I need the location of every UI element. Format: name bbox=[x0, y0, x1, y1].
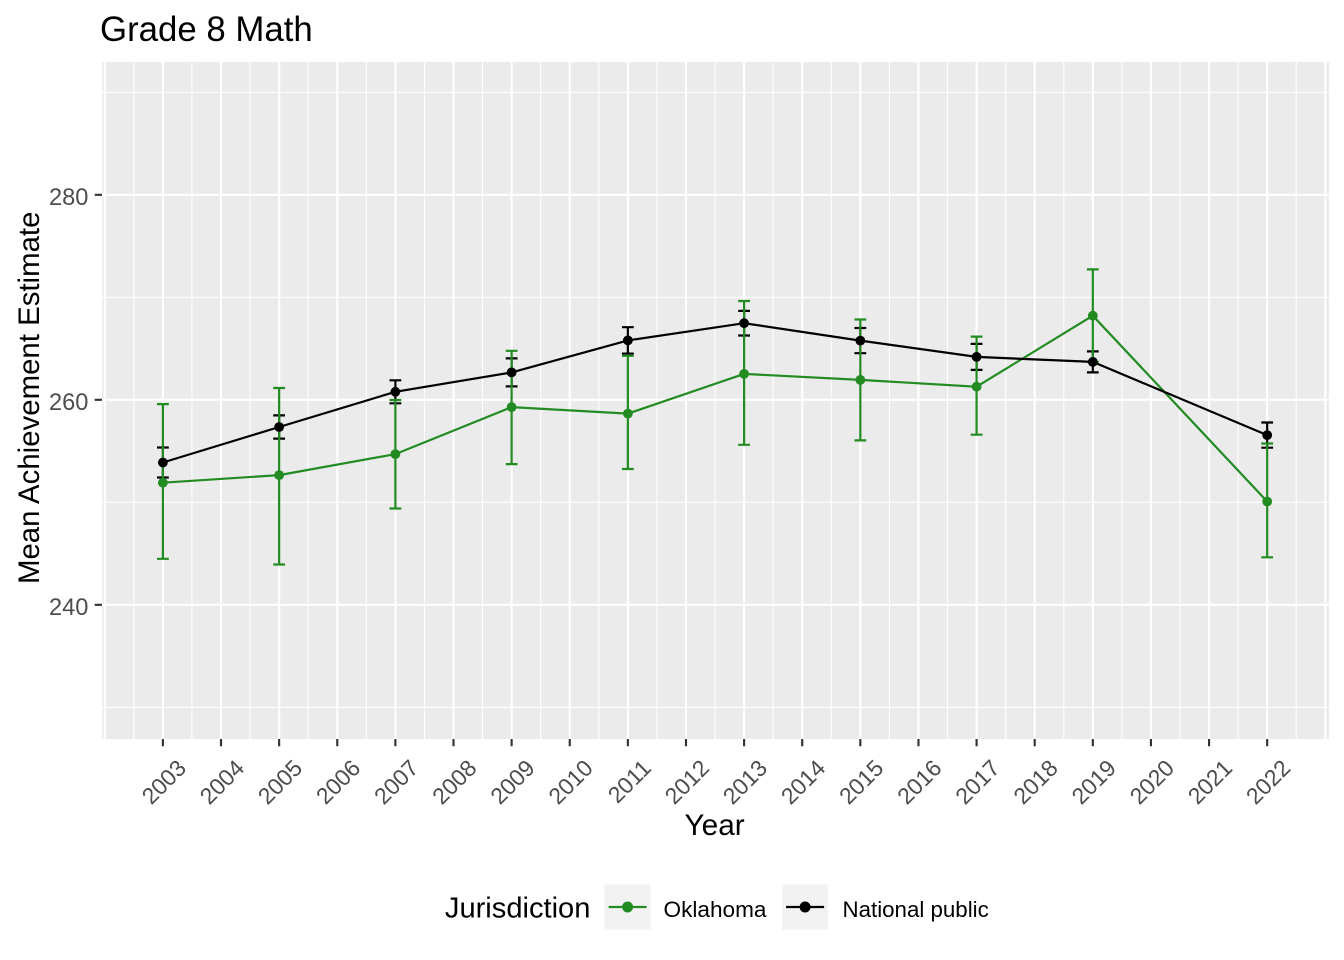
svg-text:National public: National public bbox=[843, 897, 989, 922]
svg-text:Mean Achievement Estimate: Mean Achievement Estimate bbox=[13, 212, 46, 584]
svg-text:280: 280 bbox=[49, 185, 88, 211]
svg-text:Jurisdiction: Jurisdiction bbox=[445, 893, 591, 925]
svg-text:Grade 8 Math: Grade 8 Math bbox=[100, 10, 313, 49]
svg-text:Year: Year bbox=[684, 809, 744, 842]
svg-text:240: 240 bbox=[49, 595, 88, 621]
svg-text:260: 260 bbox=[49, 390, 88, 416]
svg-text:Oklahoma: Oklahoma bbox=[664, 897, 767, 922]
